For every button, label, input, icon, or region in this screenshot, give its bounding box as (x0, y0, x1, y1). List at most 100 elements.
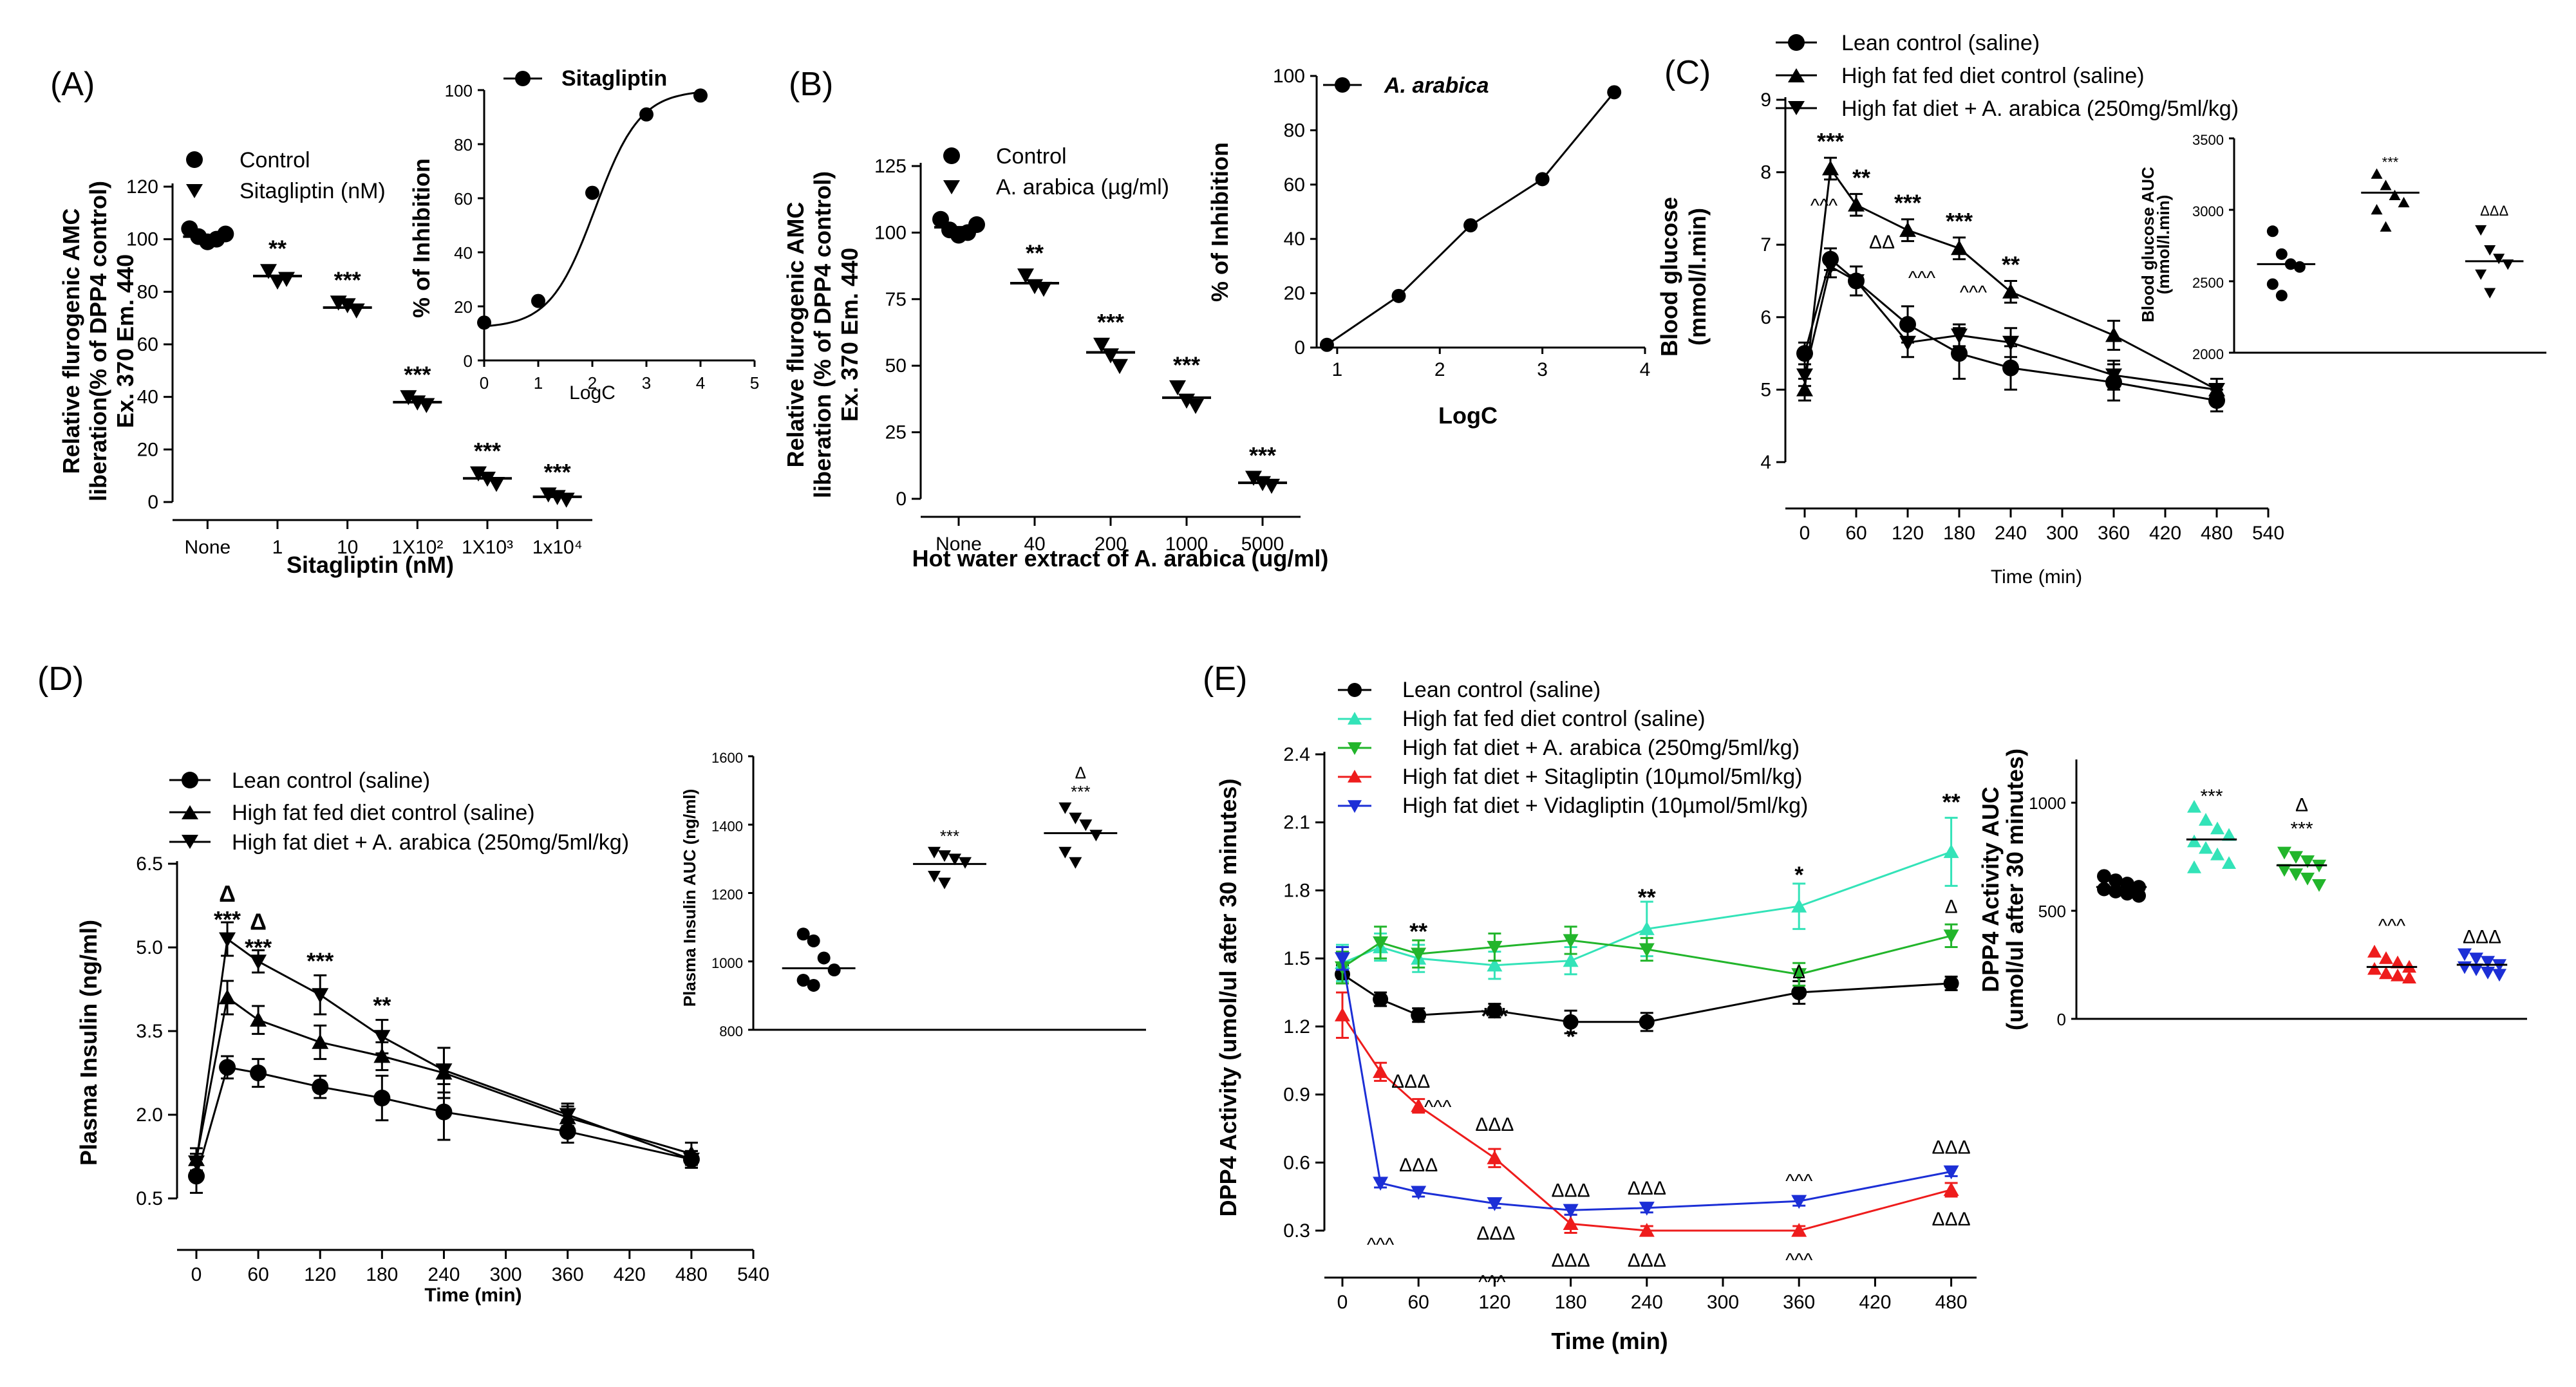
data-point (1899, 221, 1916, 237)
data-point (1187, 398, 1204, 414)
inset-data-point (2492, 969, 2506, 982)
data-point (1093, 337, 1110, 353)
series-line (195, 937, 692, 1162)
x-axis-tick-label: 300 (490, 1264, 522, 1285)
significance-label: ^^^ (1785, 1250, 1812, 1271)
inset-y-axis-tick-label: 80 (454, 135, 473, 154)
inset-y-axis-tick-label: 60 (454, 189, 473, 209)
significance-label: ** (1942, 789, 1960, 815)
data-point (1791, 1195, 1807, 1209)
inset-data-point (2484, 288, 2496, 299)
inset-x-axis-tick-label: 3 (642, 373, 651, 393)
inset-data-point (2210, 847, 2224, 861)
inset-data-point (827, 963, 841, 977)
x-axis-tick-label: 480 (1935, 1292, 1968, 1313)
significance-label: ^^^ (1908, 268, 1935, 289)
inset-data-point (2481, 956, 2495, 969)
data-point (1335, 1007, 1350, 1021)
significance-label: ΔΔΔ (2463, 926, 2501, 947)
inset-data-point (1069, 812, 1082, 824)
inset-x-axis-tick-label: 3 (1537, 359, 1548, 380)
y-axis-tick-label: 9 (1760, 89, 1771, 111)
significance-label: ** (1638, 884, 1656, 911)
inset-data-point (639, 107, 653, 122)
significance-label: Δ (2295, 795, 2308, 816)
inset-data-point (2097, 869, 2111, 884)
y-axis-tick-label: 4 (1760, 452, 1771, 473)
inset-data-point (2379, 951, 2393, 964)
data-point (1373, 936, 1389, 951)
inset-data-point (2210, 821, 2224, 835)
data-point (1487, 1197, 1503, 1211)
significance-label: *** (1173, 351, 1200, 378)
inset-x-axis-tick-label: 1 (1332, 359, 1343, 380)
inset-y-axis-tick-label: 0 (464, 351, 473, 371)
inset-data-point (2300, 855, 2315, 868)
y-axis-tick-label: 0 (147, 492, 158, 513)
legend-marker (1348, 712, 1362, 725)
y-axis-tick-label: 80 (137, 281, 158, 303)
significance-label: ** (1026, 240, 1044, 266)
panel-e-inset-ylabel-line2: (umol/ul after 30 minutes) (2002, 749, 2028, 1030)
data-point (1373, 1177, 1389, 1191)
legend-marker-control (186, 151, 203, 168)
data-point (1848, 274, 1865, 290)
significance-label: * (1794, 861, 1803, 888)
series-line (1342, 851, 1952, 967)
y-axis-tick-label: 6 (1760, 307, 1771, 328)
y-axis-tick-label: 40 (137, 387, 158, 408)
panel-b-inset-legend: A. arabica (1323, 73, 1489, 98)
inset-data-point (2367, 944, 2382, 958)
inset-y-axis-tick-label: 3500 (2192, 132, 2224, 148)
inset-data-point (2391, 968, 2405, 982)
data-point (1335, 952, 1350, 967)
panel-a-xlabel: Sitagliptin (nM) (287, 552, 454, 578)
data-point (373, 1030, 391, 1045)
x-axis-tick-label: 540 (737, 1264, 769, 1285)
panel-b-ylabel-line3: Ex. 370 Em. 440 (836, 248, 863, 422)
panel-a-inset-ylabel: % of Inhibition (408, 158, 435, 318)
data-point (2105, 368, 2122, 384)
significance-label: ΔΔΔ (1628, 1178, 1666, 1199)
legend-marker (1348, 742, 1362, 755)
significance-label: *** (1249, 442, 1276, 469)
inset-data-point (2367, 962, 2382, 975)
significance-label: *** (1097, 309, 1124, 335)
y-axis-tick-label: 0.3 (1283, 1220, 1310, 1242)
panel-c-legend: Lean control (saline) High fat fed diet … (1776, 31, 2239, 121)
data-point (373, 1048, 391, 1063)
panel-b-ylabel-line2: liberation (% of DPP4 control) (809, 171, 836, 498)
significance-label: Δ (250, 908, 267, 935)
inset-data-point (2289, 868, 2303, 881)
significance-label: ΔΔΔ (1399, 1155, 1438, 1176)
panel-b: (B) Relative flurogenic AMC liberation (… (782, 66, 1650, 572)
x-axis-tick-label: 480 (675, 1264, 708, 1285)
panel-c-label: (C) (1664, 54, 1711, 91)
panel-b-xlabel: Hot water extract of A. arabica (ug/ml) (912, 545, 1329, 572)
inset-fit-line (484, 91, 704, 328)
inset-data-point (2289, 851, 2303, 864)
legend-label-lean: Lean control (saline) (232, 768, 430, 793)
inset-y-axis-tick-label: 80 (1284, 120, 1305, 141)
y-axis-tick-label: 6.5 (136, 853, 163, 875)
data-point (1563, 953, 1579, 967)
significance-label: ^^^ (2378, 916, 2405, 937)
data-point (1563, 1014, 1579, 1030)
panel-b-legend: Control A. arabica (µg/ml) (943, 144, 1169, 200)
inset-data-point (2379, 966, 2393, 980)
legend-label-hfd: High fat fed diet control (saline) (232, 801, 535, 825)
significance-label: ** (268, 236, 287, 262)
legend-marker-arabica (182, 835, 198, 849)
significance-label: ** (1409, 918, 1427, 945)
data-point (1796, 381, 1813, 396)
data-point (1951, 239, 1968, 256)
significance-label: ^^^ (1424, 1097, 1451, 1118)
legend-marker (1348, 770, 1362, 783)
inset-legend-sitagliptin: Sitagliptin (561, 66, 667, 91)
y-axis-tick-label: 1.8 (1283, 880, 1310, 901)
legend-label: High fat diet + A. arabica (250mg/5ml/kg… (1402, 736, 1800, 760)
significance-label: *** (334, 267, 361, 293)
inset-data-point (2275, 290, 2288, 302)
inset-data-point (1079, 819, 1093, 832)
inset-data-point (2277, 864, 2291, 877)
